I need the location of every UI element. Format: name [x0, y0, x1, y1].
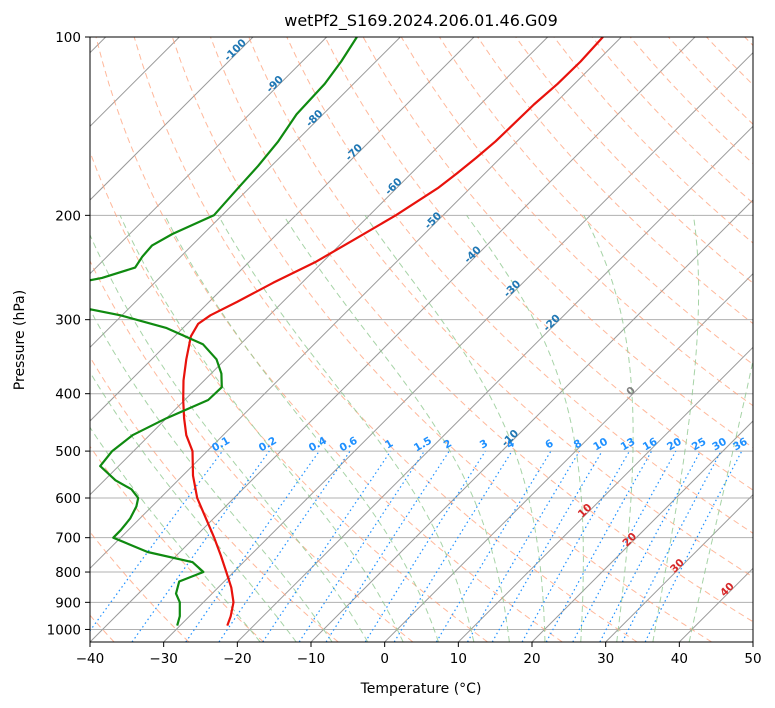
- isotherm-line: [531, 420, 753, 642]
- y-tick-label: 100: [55, 30, 81, 46]
- mixing-ratio-line: [364, 450, 486, 642]
- y-tick-label: 600: [55, 491, 81, 507]
- isotherm-line: [90, 37, 549, 496]
- y-tick-label: 900: [55, 595, 81, 611]
- moist-adiabat-line: [90, 426, 261, 642]
- y-tick-label: 1000: [47, 622, 81, 638]
- mixing-ratio-line: [599, 450, 702, 642]
- moist-adiabat-line: [364, 215, 546, 642]
- dry-adiabat-line: [90, 445, 264, 642]
- y-tick-label: 500: [55, 444, 81, 460]
- x-tick-label: 20: [523, 651, 540, 667]
- dry-adiabat-line: [324, 37, 753, 491]
- x-tick-label: 0: [380, 651, 389, 667]
- dry-adiabat-line: [286, 37, 753, 534]
- isotherm-line: [457, 346, 753, 642]
- y-axis-label: Pressure (hPa): [12, 290, 28, 390]
- isotherm-line: [90, 37, 696, 642]
- grid-layer: [90, 37, 753, 642]
- mixing-ratio-line: [435, 450, 552, 642]
- chart-title: wetPf2_S169.2024.206.01.46.G09: [284, 11, 558, 31]
- y-axis: 100 200 300 400 500 600 700 800 900 1000: [47, 30, 90, 638]
- dry-adiabat-line: [515, 37, 753, 284]
- mixing-ratio-line: [325, 450, 450, 642]
- isotherm-line: [90, 37, 328, 275]
- dry-adiabat-line: [90, 259, 414, 642]
- x-axis-label: Temperature (°C): [360, 681, 482, 697]
- moist-adiabat-line: [164, 215, 439, 642]
- moist-adiabat-line: [217, 215, 475, 642]
- isotherm-line: [90, 37, 622, 570]
- dry-adiabat-line: [248, 37, 753, 578]
- isotherm-line: [90, 37, 254, 201]
- x-tick-label: 30: [597, 651, 614, 667]
- moist-adiabat-line: [119, 215, 404, 642]
- isotherm-line: [236, 125, 753, 642]
- x-tick-label: 40: [671, 651, 688, 667]
- dry-adiabat-line: [171, 37, 712, 642]
- mixing-ratio-line: [466, 450, 580, 642]
- y-tick-label: 700: [55, 531, 81, 547]
- isotherm-line: [90, 37, 475, 422]
- mixing-ratio-line: [572, 450, 677, 642]
- y-tick-label: 200: [55, 208, 81, 224]
- moist-adiabat-line: [90, 308, 333, 642]
- dry-adiabat-line: [95, 37, 563, 642]
- x-tick-label: −20: [223, 651, 252, 667]
- isotherm-line: [90, 37, 401, 349]
- y-tick-label: 300: [55, 313, 81, 329]
- isotherm-line: [752, 641, 753, 642]
- y-tick-label: 800: [55, 565, 81, 581]
- temperature-line: [182, 37, 604, 626]
- moist-adiabat-line: [652, 215, 700, 642]
- x-tick-label: −40: [76, 651, 105, 667]
- mixing-ratio-line: [218, 450, 351, 642]
- x-axis: −40 −30 −20 −10 0 10 20 30 40 50: [76, 642, 762, 667]
- x-tick-label: −10: [297, 651, 326, 667]
- plot-frame: [89, 36, 754, 643]
- moist-adiabat-line: [90, 233, 369, 642]
- isotherm-line: [384, 272, 753, 642]
- dewpoint-line: [90, 37, 358, 626]
- y-tick-label: 400: [55, 387, 81, 403]
- moist-adiabat-line: [583, 215, 634, 642]
- x-tick-label: 10: [450, 651, 467, 667]
- mixing-ratio-line: [185, 450, 320, 642]
- isotherm-line: [605, 493, 753, 642]
- x-tick-label: 50: [744, 651, 761, 667]
- mixing-ratio-line: [393, 450, 513, 642]
- isotherm-line: [163, 51, 753, 642]
- mixing-ratio-line: [298, 450, 425, 642]
- moist-adiabat-line: [90, 371, 297, 642]
- plot-background: [90, 37, 753, 642]
- sounding-lines: [90, 37, 604, 626]
- mixing-ratio-line: [262, 450, 392, 642]
- dry-adiabat-line: [133, 37, 638, 642]
- moist-adiabat-line: [466, 215, 584, 642]
- x-tick-label: −30: [149, 651, 178, 667]
- dry-adiabat-line: [210, 37, 753, 623]
- moist-adiabat-line: [283, 215, 510, 642]
